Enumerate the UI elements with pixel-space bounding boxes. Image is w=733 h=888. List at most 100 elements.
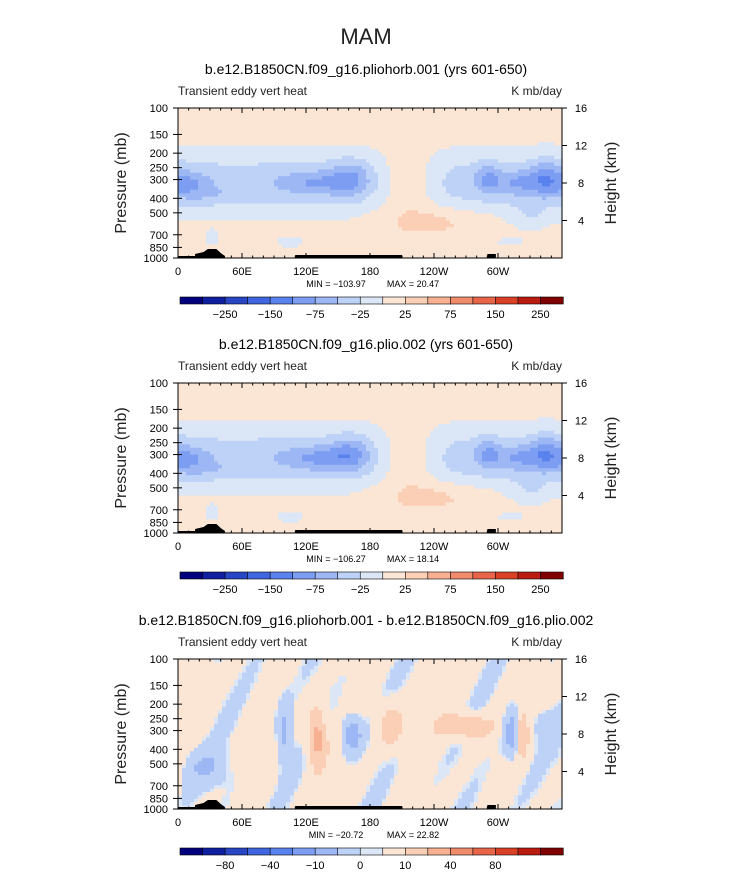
heatmap-cell bbox=[482, 155, 487, 160]
heatmap-cell bbox=[254, 165, 259, 170]
heatmap-cell bbox=[538, 206, 543, 211]
heatmap-cell bbox=[194, 234, 199, 239]
heatmap-cell bbox=[502, 396, 507, 401]
heatmap-cell bbox=[270, 237, 275, 242]
heatmap-cell bbox=[430, 230, 435, 235]
heatmap-cell bbox=[526, 247, 531, 252]
heatmap-cell bbox=[290, 206, 295, 211]
heatmap-cell bbox=[298, 145, 303, 150]
heatmap-cell bbox=[250, 403, 255, 408]
heatmap-cell bbox=[186, 210, 191, 215]
heatmap-cell bbox=[406, 389, 411, 394]
heatmap-cell bbox=[386, 176, 391, 181]
heatmap-cell bbox=[330, 159, 335, 164]
heatmap-cell bbox=[238, 179, 243, 184]
heatmap-cell bbox=[210, 111, 215, 116]
heatmap-cell bbox=[210, 135, 215, 140]
heatmap-cell bbox=[278, 396, 283, 401]
heatmap-cell bbox=[218, 400, 223, 405]
heatmap-cell bbox=[526, 111, 531, 116]
heatmap-cell bbox=[414, 254, 419, 259]
heatmap-cell bbox=[422, 244, 427, 249]
heatmap-cell bbox=[486, 234, 491, 239]
heatmap-cell bbox=[182, 240, 187, 245]
heatmap-cell bbox=[274, 152, 279, 157]
heatmap-cell bbox=[386, 200, 391, 205]
heatmap-cell bbox=[466, 237, 471, 242]
heatmap-cell bbox=[494, 217, 499, 222]
heatmap-cell bbox=[538, 183, 543, 188]
heatmap-cell bbox=[538, 251, 543, 256]
heatmap-cell bbox=[274, 251, 279, 256]
heatmap-cell bbox=[526, 135, 531, 140]
heatmap-cell bbox=[462, 165, 467, 170]
heatmap-cell bbox=[354, 162, 359, 167]
heatmap-cell bbox=[322, 114, 327, 119]
heatmap-cell bbox=[454, 148, 459, 153]
heatmap-cell bbox=[290, 186, 295, 191]
heatmap-cell bbox=[546, 118, 551, 123]
heatmap-cell bbox=[194, 206, 199, 211]
heatmap-cell bbox=[322, 244, 327, 249]
heatmap-cell bbox=[246, 203, 251, 208]
heatmap-cell bbox=[302, 118, 307, 123]
heatmap-cell bbox=[314, 176, 319, 181]
heatmap-cell bbox=[354, 230, 359, 235]
heatmap-cell bbox=[186, 186, 191, 191]
heatmap-cell bbox=[526, 393, 531, 398]
heatmap-cell bbox=[514, 186, 519, 191]
heatmap-cell bbox=[330, 393, 335, 398]
heatmap-cell bbox=[522, 162, 527, 167]
heatmap-cell bbox=[462, 172, 467, 177]
heatmap-cell bbox=[558, 383, 563, 388]
heatmap-cell bbox=[178, 152, 183, 157]
heatmap-cell bbox=[234, 125, 239, 130]
heatmap-cell bbox=[410, 155, 415, 160]
heatmap-cell bbox=[434, 152, 439, 157]
heatmap-cell bbox=[394, 108, 399, 113]
heatmap-cell bbox=[414, 179, 419, 184]
heatmap-cell bbox=[450, 217, 455, 222]
heatmap-cell bbox=[466, 155, 471, 160]
heatmap-cell bbox=[394, 203, 399, 208]
heatmap-cell bbox=[422, 193, 427, 198]
heatmap-cell bbox=[322, 193, 327, 198]
heatmap-cell bbox=[422, 114, 427, 119]
heatmap-cell bbox=[294, 165, 299, 170]
heatmap-cell bbox=[290, 223, 295, 228]
heatmap-cell bbox=[514, 251, 519, 256]
heatmap-cell bbox=[406, 210, 411, 215]
heatmap-cell bbox=[402, 125, 407, 130]
heatmap-cell bbox=[510, 118, 515, 123]
heatmap-cell bbox=[310, 389, 315, 394]
heatmap-cell bbox=[250, 230, 255, 235]
heatmap-cell bbox=[406, 186, 411, 191]
heatmap-cell bbox=[474, 196, 479, 201]
heatmap-cell bbox=[534, 189, 539, 194]
heatmap-cell bbox=[298, 176, 303, 181]
heatmap-cell bbox=[442, 172, 447, 177]
heatmap-cell bbox=[250, 396, 255, 401]
heatmap-cell bbox=[362, 400, 367, 405]
heatmap-cell bbox=[182, 203, 187, 208]
heatmap-cell bbox=[546, 223, 551, 228]
heatmap-cell bbox=[546, 108, 551, 113]
heatmap-cell bbox=[486, 389, 491, 394]
heatmap-cell bbox=[450, 111, 455, 116]
heatmap-cell bbox=[458, 240, 463, 245]
y-tick-label: 850 bbox=[150, 242, 168, 254]
heatmap-cell bbox=[198, 114, 203, 119]
heatmap-cell bbox=[374, 234, 379, 239]
heatmap-cell bbox=[302, 223, 307, 228]
heatmap-cell bbox=[202, 234, 207, 239]
heatmap-cell bbox=[458, 152, 463, 157]
heatmap-cell bbox=[478, 138, 483, 143]
heatmap-cell bbox=[294, 237, 299, 242]
heatmap-cell bbox=[358, 210, 363, 215]
heatmap-cell bbox=[534, 237, 539, 242]
heatmap-cell bbox=[182, 193, 187, 198]
heatmap-cell bbox=[274, 145, 279, 150]
heatmap-cell bbox=[362, 152, 367, 157]
heatmap-cell bbox=[330, 176, 335, 181]
heatmap-cell bbox=[458, 189, 463, 194]
